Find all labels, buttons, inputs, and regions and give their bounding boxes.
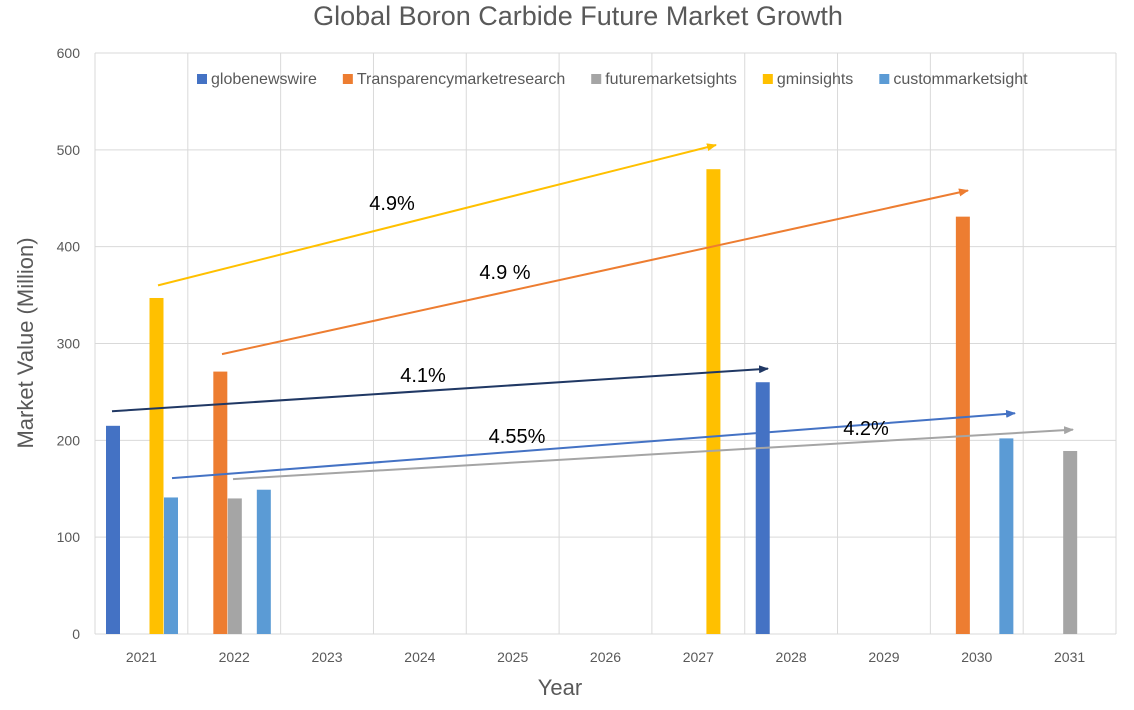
bar-futuremarketsights-2022 bbox=[227, 498, 242, 634]
bar-futuremarketsights-2031 bbox=[1063, 450, 1078, 634]
legend-swatch bbox=[197, 74, 207, 84]
legend-label: globenewswire bbox=[211, 71, 317, 88]
bar-globenewswire-2021 bbox=[106, 425, 120, 634]
bar-custommarketsight-2030 bbox=[999, 438, 1014, 634]
trend-arrow bbox=[111, 365, 769, 413]
y-axis-title: Market Value (Million) bbox=[13, 237, 38, 448]
x-tick-label: 2022 bbox=[219, 649, 250, 665]
legend-swatch bbox=[762, 74, 773, 84]
y-tick-label: 0 bbox=[72, 626, 80, 642]
growth-rate-label: 4.9% bbox=[369, 193, 415, 215]
bar-gminsights-2021 bbox=[149, 297, 164, 634]
bar-gminsights-2027 bbox=[706, 169, 721, 634]
trend-arrow bbox=[232, 426, 1074, 481]
x-tick-label: 2029 bbox=[868, 649, 899, 665]
x-tick-label: 2027 bbox=[683, 649, 714, 665]
growth-rate-label: 4.2% bbox=[843, 418, 889, 440]
trend-arrow bbox=[221, 188, 969, 356]
x-axis-title: Year bbox=[538, 675, 582, 700]
bar-globenewswire-2028 bbox=[755, 382, 770, 634]
chart-title: Global Boron Carbide Future Market Growt… bbox=[313, 1, 843, 31]
y-tick-label: 600 bbox=[57, 45, 81, 61]
legend: globenewswire Transparencymarketresearch f… bbox=[197, 71, 1028, 88]
gridlines bbox=[94, 52, 1117, 635]
y-tick-label: 500 bbox=[57, 142, 81, 158]
y-tick-label: 100 bbox=[57, 529, 81, 545]
trend-arrows: 4.9% 4.9 % 4.1% 4.55% 4.2% bbox=[111, 143, 1074, 481]
x-tick-label: 2030 bbox=[961, 649, 992, 665]
legend-label: futuremarketsights bbox=[605, 71, 737, 88]
x-tick-label: 2021 bbox=[126, 649, 157, 665]
legend-swatch bbox=[591, 74, 602, 84]
x-tick-label: 2025 bbox=[497, 649, 528, 665]
bar-custommarketsight-2021 bbox=[164, 497, 178, 634]
growth-rate-label: 4.1% bbox=[400, 365, 446, 387]
x-axis-ticks: 2021 2022 2023 2024 2025 2026 2027 2028 2029 2030… bbox=[126, 649, 1086, 665]
legend-swatch bbox=[342, 74, 353, 84]
bar-custommarketsight-2022 bbox=[256, 489, 271, 634]
x-tick-label: 2024 bbox=[404, 649, 435, 665]
x-tick-label: 2031 bbox=[1054, 649, 1085, 665]
bars bbox=[106, 169, 1078, 635]
growth-rate-label: 4.9 % bbox=[479, 262, 530, 284]
y-axis-ticks: 0 100 200 300 400 500 600 bbox=[57, 45, 81, 642]
bar-Transparencymarketresearch-2030 bbox=[955, 216, 970, 635]
legend-swatch bbox=[879, 74, 890, 84]
trend-arrow bbox=[171, 409, 1016, 480]
x-tick-label: 2023 bbox=[311, 649, 342, 665]
legend-label: Transparencymarketresearch bbox=[357, 71, 565, 88]
legend-label: custommarketsight bbox=[893, 71, 1028, 88]
y-tick-label: 200 bbox=[57, 432, 81, 448]
y-tick-label: 300 bbox=[57, 336, 81, 352]
legend-label: gminsights bbox=[777, 71, 853, 88]
x-tick-label: 2028 bbox=[776, 649, 807, 665]
trend-arrow bbox=[157, 143, 717, 287]
y-tick-label: 400 bbox=[57, 239, 81, 255]
growth-rate-label: 4.55% bbox=[489, 426, 546, 448]
bar-Transparencymarketresearch-2022 bbox=[213, 371, 228, 634]
x-tick-label: 2026 bbox=[590, 649, 621, 665]
